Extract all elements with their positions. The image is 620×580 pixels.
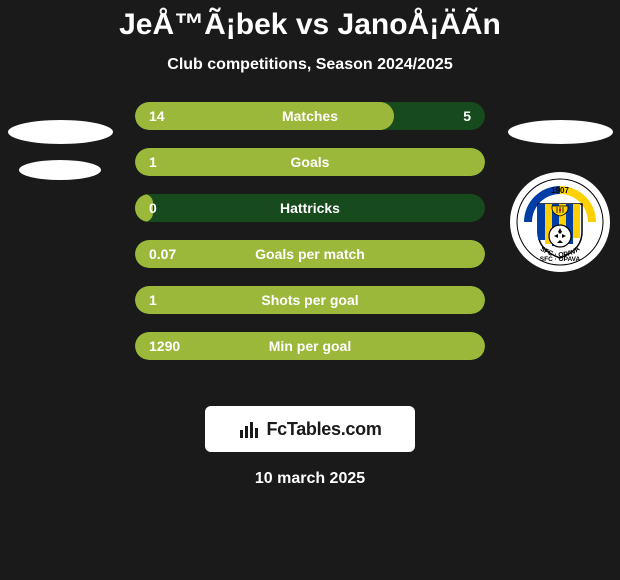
- opava-crest-icon: 1907: [516, 178, 604, 266]
- stat-bar: 14 5 Matches: [135, 102, 485, 130]
- logo-text: FcTables.com: [266, 419, 381, 440]
- stat-left-value: 14: [149, 108, 165, 124]
- stat-left-value: 1290: [149, 338, 180, 354]
- right-player-col: 1907: [500, 102, 620, 272]
- club-badge: 1907: [510, 172, 610, 272]
- stat-right-value: 5: [463, 108, 471, 124]
- stat-bar: 1 Shots per goal: [135, 286, 485, 314]
- snapshot-date: 10 march 2025: [0, 470, 620, 488]
- bar-fill: [135, 102, 394, 130]
- stat-label: Shots per goal: [261, 292, 358, 308]
- stat-left-value: 0: [149, 200, 157, 216]
- stat-bar: 0 Hattricks: [135, 194, 485, 222]
- player-placeholder-oval: [8, 120, 113, 144]
- page-title: JeÅ™Ã¡bek vs JanoÅ¡ÄÃ­n: [0, 0, 620, 42]
- stat-bar: 1290 Min per goal: [135, 332, 485, 360]
- left-player-col: [0, 102, 120, 180]
- fctables-logo: FcTables.com: [205, 406, 415, 452]
- comparison-area: 1907: [0, 102, 620, 392]
- stat-label: Min per goal: [269, 338, 351, 354]
- stat-bar: 1 Goals: [135, 148, 485, 176]
- stat-left-value: 1: [149, 292, 157, 308]
- badge-name: SFC · OPAVA: [540, 256, 581, 263]
- stat-label: Hattricks: [280, 200, 340, 216]
- stat-bars: 14 5 Matches 1 Goals 0 Hattricks 0.07 Goals per …: [135, 102, 485, 360]
- stat-label: Goals per match: [255, 246, 365, 262]
- player-placeholder-oval: [508, 120, 613, 144]
- svg-text:1907: 1907: [551, 186, 569, 195]
- subtitle: Club competitions, Season 2024/2025: [0, 56, 620, 74]
- stat-left-value: 1: [149, 154, 157, 170]
- bars-icon: [238, 418, 260, 440]
- stat-label: Goals: [291, 154, 330, 170]
- stat-label: Matches: [282, 108, 338, 124]
- player-placeholder-oval: [19, 160, 101, 180]
- stat-bar: 0.07 Goals per match: [135, 240, 485, 268]
- stat-left-value: 0.07: [149, 246, 176, 262]
